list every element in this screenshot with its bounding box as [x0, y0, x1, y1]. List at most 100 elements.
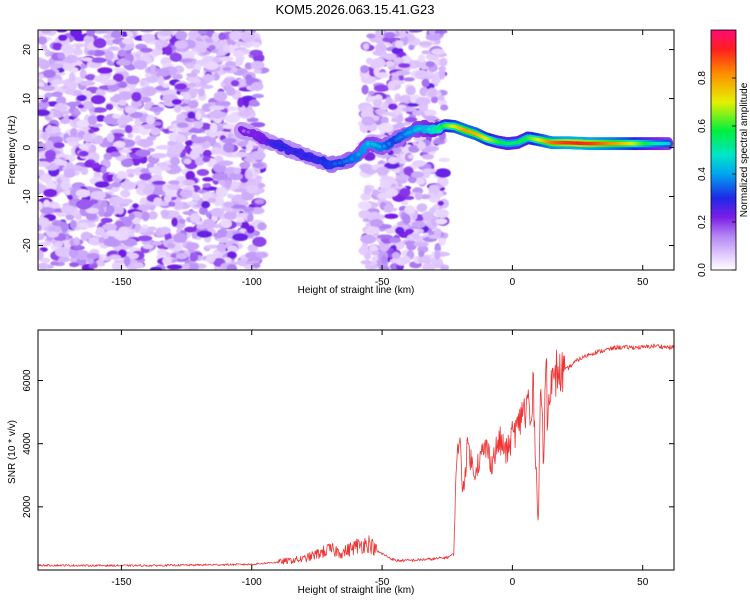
noise-blob — [232, 50, 245, 58]
noise-blob — [73, 237, 80, 246]
noise-blob — [192, 193, 201, 202]
noise-blob — [430, 78, 441, 85]
noise-blob — [369, 244, 378, 252]
noise-blob — [236, 151, 248, 158]
noise-blob — [54, 160, 68, 166]
noise-blob — [80, 166, 89, 176]
noise-blob — [379, 241, 390, 252]
noise-blob — [116, 170, 127, 180]
noise-blob — [58, 256, 70, 263]
noise-blob — [101, 79, 117, 86]
noise-blob — [201, 103, 213, 113]
noise-blob — [357, 201, 372, 210]
noise-blob — [157, 67, 171, 77]
noise-blob — [142, 184, 155, 194]
noise-blob — [416, 178, 426, 185]
noise-blob — [151, 241, 163, 246]
noise-blob — [116, 206, 124, 215]
noise-blob — [362, 43, 370, 51]
noise-blob — [257, 222, 267, 231]
noise-blob — [360, 234, 377, 244]
noise-blob — [438, 69, 446, 80]
noise-blob — [227, 245, 239, 253]
noise-blob — [69, 72, 76, 82]
noise-blob — [137, 235, 153, 242]
noise-blob — [252, 263, 261, 268]
ridge-core — [427, 127, 431, 131]
noise-blob — [375, 30, 382, 36]
noise-blob — [399, 187, 411, 197]
noise-blob — [383, 204, 394, 213]
noise-blob — [173, 104, 182, 113]
noise-blob — [131, 156, 141, 166]
noise-blob — [399, 30, 407, 39]
noise-blob — [63, 189, 72, 196]
noise-blob — [401, 200, 409, 206]
noise-blob — [200, 84, 214, 90]
noise-blob — [140, 30, 154, 33]
noise-blob — [377, 234, 393, 239]
noise-blob — [391, 251, 401, 260]
noise-blob — [95, 88, 106, 97]
noise-blob — [172, 200, 184, 211]
noise-blob — [134, 224, 141, 232]
noise-blob — [403, 166, 414, 176]
colorbar-ticks: 0.0 0.2 0.4 0.6 0.8 — [697, 71, 736, 277]
noise-blob — [73, 49, 83, 56]
noise-blob — [252, 236, 267, 247]
ridge-core — [382, 144, 387, 148]
noise-blob — [180, 189, 193, 199]
noise-blob — [85, 207, 99, 214]
noise-blob — [171, 73, 183, 80]
noise-blob — [69, 262, 80, 268]
noise-blob — [389, 80, 405, 85]
noise-blob — [65, 137, 80, 143]
noise-blob — [195, 110, 202, 121]
noise-blob — [46, 124, 53, 135]
noise-blob — [245, 143, 254, 152]
noise-blob — [123, 256, 131, 267]
noise-blob — [242, 206, 255, 212]
noise-blob — [251, 93, 264, 99]
noise-blob — [250, 81, 264, 91]
noise-blob — [428, 185, 440, 194]
noise-blob — [118, 81, 128, 89]
noise-blob — [247, 213, 254, 222]
noise-blob — [239, 161, 251, 169]
y-tick-label: 20 — [22, 44, 33, 56]
ridge-core — [338, 161, 342, 165]
noise-blob — [186, 201, 198, 206]
noise-blob — [247, 244, 258, 252]
noise-blob — [86, 253, 100, 260]
noise-blob — [438, 157, 451, 162]
noise-blob — [187, 100, 199, 109]
noise-blob — [408, 145, 420, 153]
noise-blob — [120, 189, 131, 198]
ridge-core — [356, 152, 361, 156]
noise-blob — [228, 172, 243, 181]
noise-blob — [220, 218, 232, 229]
noise-blob — [368, 90, 375, 95]
noise-blob — [232, 233, 249, 242]
noise-blob — [408, 154, 414, 159]
noise-blob — [41, 30, 52, 34]
noise-blob — [202, 177, 214, 182]
noise-blob — [155, 145, 172, 150]
noise-blob — [233, 167, 242, 175]
spectrogram-x-axis: -150 -100 -50 0 50 — [111, 30, 649, 288]
noise-blob — [191, 147, 205, 154]
ridge-core — [246, 130, 251, 134]
noise-blob — [41, 131, 49, 141]
noise-blob — [171, 217, 178, 227]
noise-blob — [42, 257, 51, 264]
x-tick-label: -100 — [242, 577, 262, 588]
noise-blob — [246, 184, 259, 194]
noise-blob — [378, 264, 390, 270]
x-tick-label: -50 — [375, 577, 390, 588]
noise-blob — [182, 179, 196, 186]
noise-blob — [421, 168, 437, 174]
x-tick-label: -100 — [242, 277, 262, 288]
noise-blob — [223, 211, 238, 221]
colorbar-tick-label: 0.4 — [697, 167, 708, 181]
